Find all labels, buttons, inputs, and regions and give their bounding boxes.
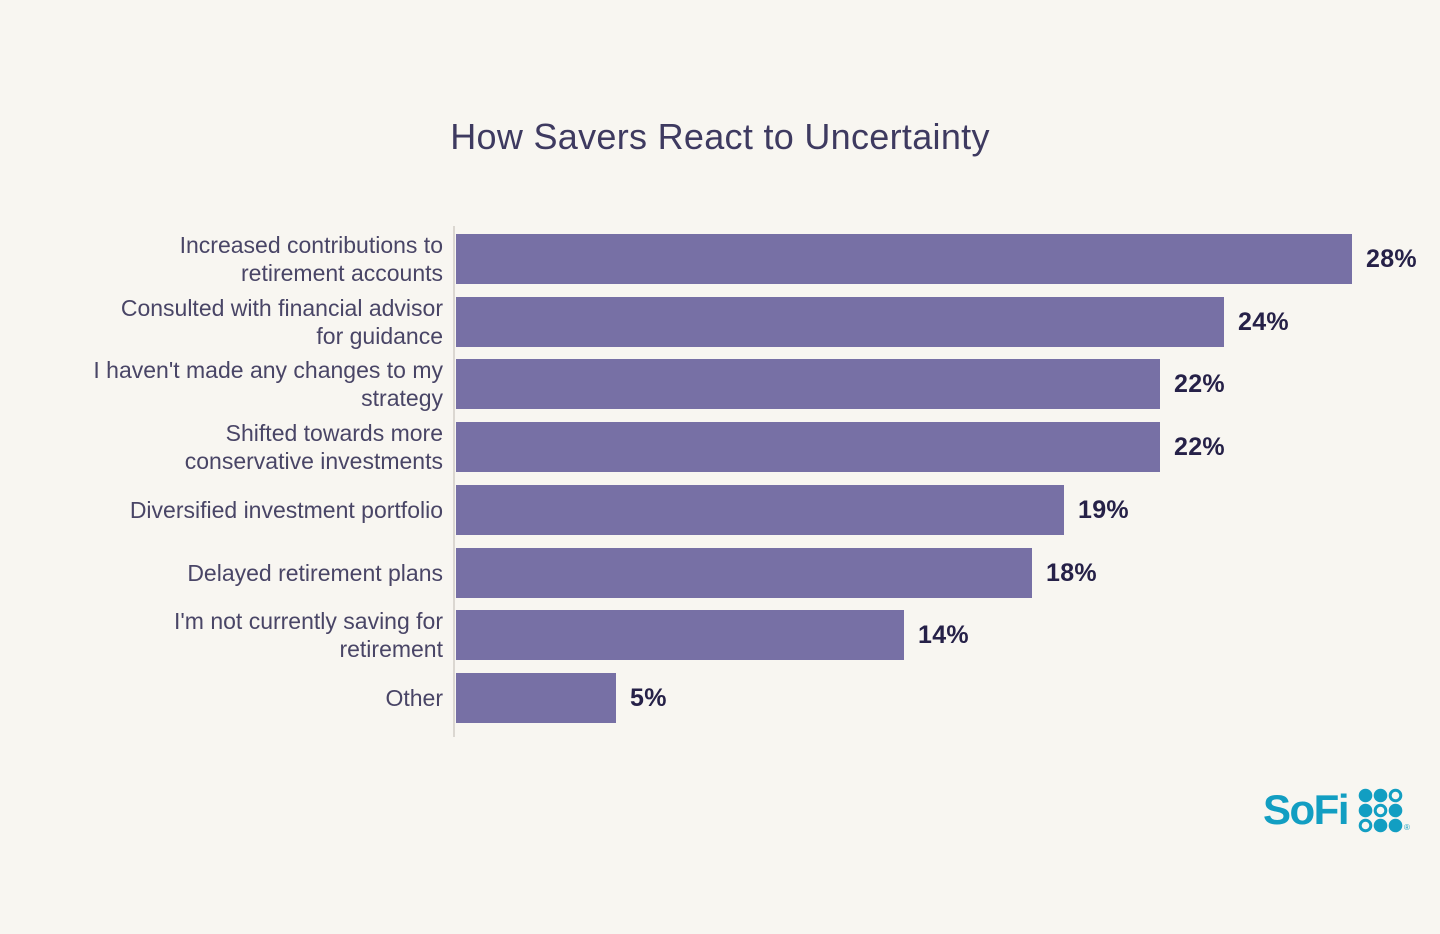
bar-row: Consulted with financial advisor for gui…	[0, 295, 1440, 349]
category-label: Increased contributions to retirement ac…	[179, 232, 443, 286]
bar-row: I haven't made any changes to my strateg…	[0, 357, 1440, 411]
bar-row: Increased contributions to retirement ac…	[0, 232, 1440, 286]
bar-row: Other 5%	[0, 673, 1440, 723]
bar-row: I'm not currently saving for retirement 1…	[0, 608, 1440, 662]
bar	[456, 485, 1064, 535]
category-label: Shifted towards more conservative invest…	[184, 420, 443, 474]
value-label: 22%	[1174, 370, 1225, 398]
bar-row: Diversified investment portfolio 19%	[0, 485, 1440, 535]
value-label: 22%	[1174, 433, 1225, 461]
category-label: Consulted with financial advisor for gui…	[120, 295, 443, 349]
bar-row: Shifted towards more conservative invest…	[0, 420, 1440, 474]
bar	[456, 234, 1352, 284]
category-label: I'm not currently saving for retirement	[174, 608, 443, 662]
category-label: Diversified investment portfolio	[129, 497, 443, 523]
category-label: Delayed retirement plans	[187, 560, 443, 586]
value-label: 14%	[918, 621, 969, 649]
bar	[456, 548, 1032, 598]
bar-row: Delayed retirement plans 18%	[0, 548, 1440, 598]
registered-trademark-icon: ®	[1404, 823, 1410, 832]
y-axis-line	[453, 226, 455, 737]
category-label: Other	[385, 685, 443, 711]
value-label: 5%	[630, 684, 667, 712]
sofi-logo: SoFi ®	[1263, 786, 1410, 834]
value-label: 28%	[1366, 245, 1417, 273]
bar	[456, 673, 616, 723]
chart-title: How Savers React to Uncertainty	[450, 116, 990, 157]
bar	[456, 422, 1160, 472]
sofi-wordmark: SoFi	[1263, 786, 1350, 833]
value-label: 19%	[1078, 496, 1129, 524]
sofi-dots-icon	[1358, 788, 1403, 832]
value-label: 24%	[1238, 308, 1289, 336]
bar	[456, 297, 1224, 347]
category-label: I haven't made any changes to my strateg…	[93, 357, 443, 411]
bar	[456, 610, 904, 660]
bar	[456, 359, 1160, 409]
value-label: 18%	[1046, 559, 1097, 587]
